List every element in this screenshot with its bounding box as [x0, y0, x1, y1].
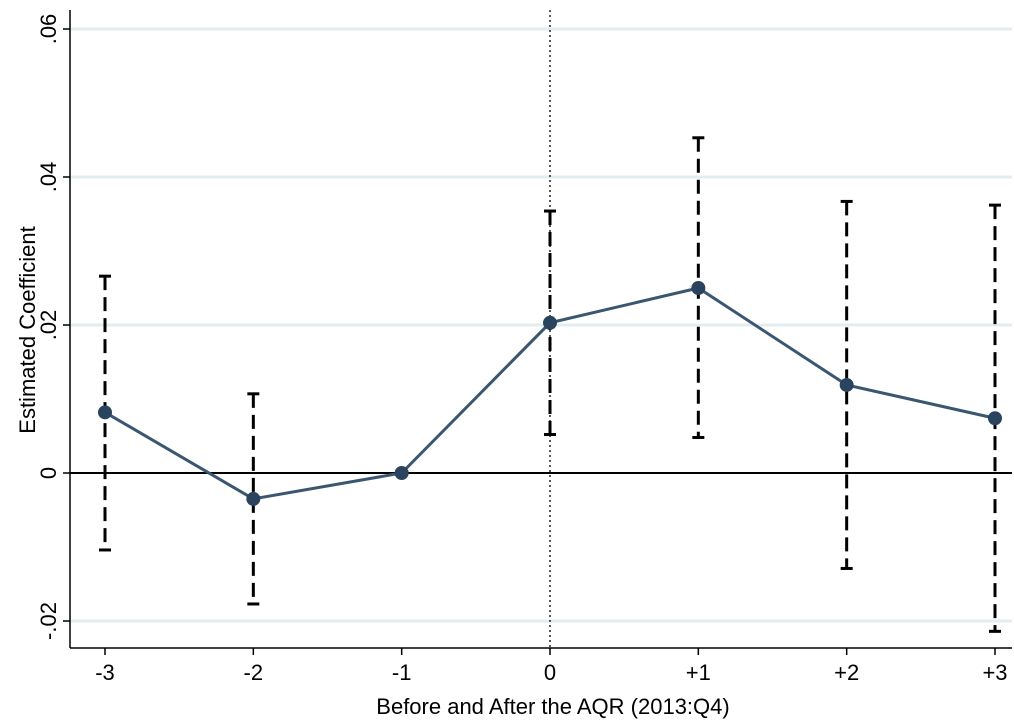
- x-tick-label: +3: [982, 660, 1007, 685]
- x-tick-label: -3: [95, 660, 115, 685]
- data-point: [246, 491, 261, 506]
- axes: [63, 10, 1012, 655]
- y-axis-label: Estimated Coefficient: [15, 226, 40, 433]
- x-axis-label: Before and After the AQR (2013:Q4): [376, 694, 729, 719]
- y-tick-label: .02: [36, 310, 61, 341]
- confidence-intervals: [99, 136, 1001, 633]
- data-point: [839, 377, 854, 392]
- data-point: [988, 411, 1002, 426]
- x-tick-labels: -3 -2 -1 0 +1 +2 +3: [95, 660, 1007, 685]
- data-point: [394, 466, 409, 480]
- y-tick-label: .06: [36, 14, 61, 45]
- ci-bar: [840, 199, 853, 570]
- data-point: [98, 405, 112, 420]
- x-tick-label: +2: [834, 660, 859, 685]
- y-tick-labels: -.02 0 .02 .04 .06: [36, 14, 61, 640]
- y-tick-label: .04: [36, 162, 61, 193]
- x-tick-label: 0: [544, 660, 556, 685]
- reference-lines: [70, 10, 1012, 648]
- y-tick-label: 0: [36, 467, 61, 479]
- x-tick-label: -1: [392, 660, 412, 685]
- gridlines: [70, 27, 1012, 623]
- y-tick-label: -.02: [36, 602, 61, 640]
- x-tick-label: -2: [244, 660, 264, 685]
- data-point: [691, 281, 706, 295]
- data-point: [543, 315, 557, 330]
- x-tick-label: +1: [686, 660, 711, 685]
- data-points: [98, 281, 1002, 506]
